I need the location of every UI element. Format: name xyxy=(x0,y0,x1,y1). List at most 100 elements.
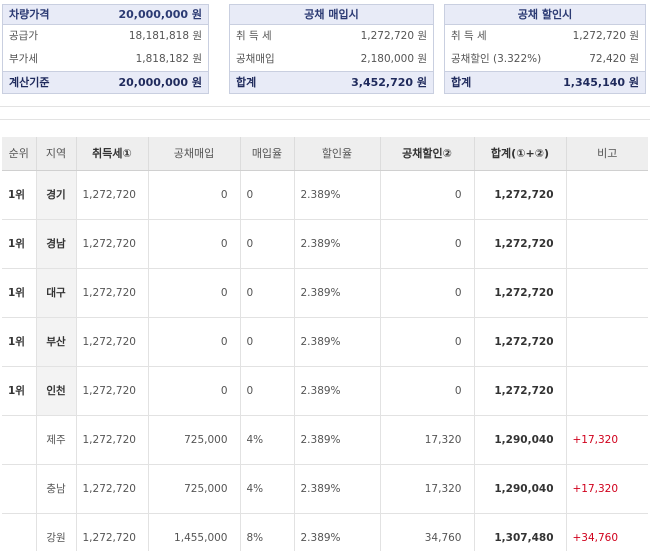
col-buy-rate: 매입율 xyxy=(240,137,295,171)
bond-buy-cell: 725,000 xyxy=(148,464,241,514)
acq-tax-label-2: 취 득 세 xyxy=(451,30,487,42)
acq-tax-cell: 1,272,720 xyxy=(76,317,149,367)
vat-value: 1,818,182 원 xyxy=(135,53,202,65)
bond-disc-cell: 0 xyxy=(380,219,475,269)
bond-disc-cell: 17,320 xyxy=(380,415,475,465)
bond-discount-title: 공채 할인시 xyxy=(445,5,645,25)
bond-buy-row: 공채매입 2,180,000 원 xyxy=(230,48,433,71)
col-region: 지역 xyxy=(36,137,77,171)
note-cell xyxy=(566,317,648,367)
bond-purchase-total-value: 3,452,720 원 xyxy=(351,76,427,89)
note-cell: +34,760 xyxy=(566,513,648,551)
col-note: 비고 xyxy=(566,137,648,171)
col-bond-buy: 공채매입 xyxy=(148,137,241,171)
disc-rate-cell: 2.389% xyxy=(294,170,381,220)
region-cell: 부산 xyxy=(36,317,77,367)
bond-disc-cell: 0 xyxy=(380,366,475,416)
bond-buy-cell: 0 xyxy=(148,317,241,367)
calc-basis-label: 계산기준 xyxy=(9,76,50,89)
bond-purchase-total-label: 합계 xyxy=(236,76,257,89)
region-cell: 강원 xyxy=(36,513,77,551)
bond-discount-total-value: 1,345,140 원 xyxy=(563,76,639,89)
total-cell: 1,272,720 xyxy=(474,366,567,416)
buy-rate-cell: 4% xyxy=(240,464,295,514)
acq-tax-row-2: 취 득 세 1,272,720 원 xyxy=(445,25,645,48)
region-cell: 경기 xyxy=(36,170,77,220)
buy-rate-cell: 8% xyxy=(240,513,295,551)
bond-buy-value: 2,180,000 원 xyxy=(360,53,427,65)
bond-disc-cell: 34,760 xyxy=(380,513,475,551)
vehicle-price-box: 차량가격 20,000,000 원 공급가 18,181,818 원 부가세 1… xyxy=(2,4,209,94)
calc-basis-value: 20,000,000 원 xyxy=(118,76,202,89)
bond-buy-cell: 0 xyxy=(148,170,241,220)
table-row: 강원 1,272,720 1,455,000 8% 2.389% 34,760 1,307,… xyxy=(2,513,648,551)
bond-buy-cell: 0 xyxy=(148,366,241,416)
divider xyxy=(0,106,650,107)
rank-cell xyxy=(2,513,37,551)
disc-rate-cell: 2.389% xyxy=(294,464,381,514)
region-cell: 인천 xyxy=(36,366,77,416)
region-cell: 대구 xyxy=(36,268,77,318)
bond-discount-total-label: 합계 xyxy=(451,76,472,89)
acq-tax-row: 취 득 세 1,272,720 원 xyxy=(230,25,433,48)
supply-price-label: 공급가 xyxy=(9,30,38,42)
bond-disc-cell: 0 xyxy=(380,317,475,367)
rank-cell xyxy=(2,464,37,514)
region-comparison-table: 순위 지역 취득세① 공채매입 매입율 할인율 공채할인② 합계(①+②) 비고… xyxy=(2,137,648,551)
calc-basis-row: 계산기준 20,000,000 원 xyxy=(3,71,208,93)
supply-price-row: 공급가 18,181,818 원 xyxy=(3,25,208,48)
buy-rate-cell: 0 xyxy=(240,268,295,318)
bond-discount-row: 공채할인 (3.322%) 72,420 원 xyxy=(445,48,645,71)
bond-buy-cell: 0 xyxy=(148,268,241,318)
note-cell xyxy=(566,219,648,269)
table-row: 1위 인천 1,272,720 0 0 2.389% 0 1,272,720 xyxy=(2,366,648,416)
acq-tax-value: 1,272,720 원 xyxy=(360,30,427,42)
bond-buy-cell: 1,455,000 xyxy=(148,513,241,551)
region-cell: 경남 xyxy=(36,219,77,269)
acq-tax-cell: 1,272,720 xyxy=(76,268,149,318)
table-row: 1위 부산 1,272,720 0 0 2.389% 0 1,272,720 xyxy=(2,317,648,367)
bond-disc-cell: 0 xyxy=(380,268,475,318)
buy-rate-cell: 4% xyxy=(240,415,295,465)
buy-rate-cell: 0 xyxy=(240,170,295,220)
total-cell: 1,272,720 xyxy=(474,317,567,367)
vehicle-price-title: 차량가격 xyxy=(9,8,50,21)
bond-buy-cell: 725,000 xyxy=(148,415,241,465)
table-header-row: 순위 지역 취득세① 공채매입 매입율 할인율 공채할인② 합계(①+②) 비고 xyxy=(2,137,648,171)
table-row: 충남 1,272,720 725,000 4% 2.389% 17,320 1,290,04… xyxy=(2,464,648,514)
bond-disc-cell: 17,320 xyxy=(380,464,475,514)
rank-cell: 1위 xyxy=(2,170,37,220)
acq-tax-cell: 1,272,720 xyxy=(76,464,149,514)
acq-tax-cell: 1,272,720 xyxy=(76,415,149,465)
disc-rate-cell: 2.389% xyxy=(294,513,381,551)
bond-buy-cell: 0 xyxy=(148,219,241,269)
rank-cell xyxy=(2,415,37,465)
bond-purchase-total-row: 합계 3,452,720 원 xyxy=(230,71,433,93)
total-cell: 1,272,720 xyxy=(474,219,567,269)
acq-tax-cell: 1,272,720 xyxy=(76,219,149,269)
disc-rate-cell: 2.389% xyxy=(294,317,381,367)
col-acq-tax: 취득세① xyxy=(76,137,149,171)
buy-rate-cell: 0 xyxy=(240,219,295,269)
col-rank: 순위 xyxy=(2,137,37,171)
col-bond-disc: 공채할인② xyxy=(380,137,475,171)
acq-tax-cell: 1,272,720 xyxy=(76,366,149,416)
rank-cell: 1위 xyxy=(2,317,37,367)
note-cell: +17,320 xyxy=(566,415,648,465)
region-cell: 제주 xyxy=(36,415,77,465)
col-total: 합계(①+②) xyxy=(474,137,567,171)
total-cell: 1,307,480 xyxy=(474,513,567,551)
region-cell: 충남 xyxy=(36,464,77,514)
vat-row: 부가세 1,818,182 원 xyxy=(3,48,208,71)
col-disc-rate: 할인율 xyxy=(294,137,381,171)
vehicle-price-header: 차량가격 20,000,000 원 xyxy=(3,5,208,25)
disc-rate-cell: 2.389% xyxy=(294,268,381,318)
acq-tax-cell: 1,272,720 xyxy=(76,170,149,220)
acq-tax-label: 취 득 세 xyxy=(236,30,272,42)
total-cell: 1,272,720 xyxy=(474,268,567,318)
note-cell: +17,320 xyxy=(566,464,648,514)
total-cell: 1,290,040 xyxy=(474,415,567,465)
table-row: 1위 경기 1,272,720 0 0 2.389% 0 1,272,720 xyxy=(2,170,648,220)
bond-buy-label: 공채매입 xyxy=(236,53,275,65)
table-body: 1위 경기 1,272,720 0 0 2.389% 0 1,272,720 1위 경남 1,272… xyxy=(2,170,648,551)
